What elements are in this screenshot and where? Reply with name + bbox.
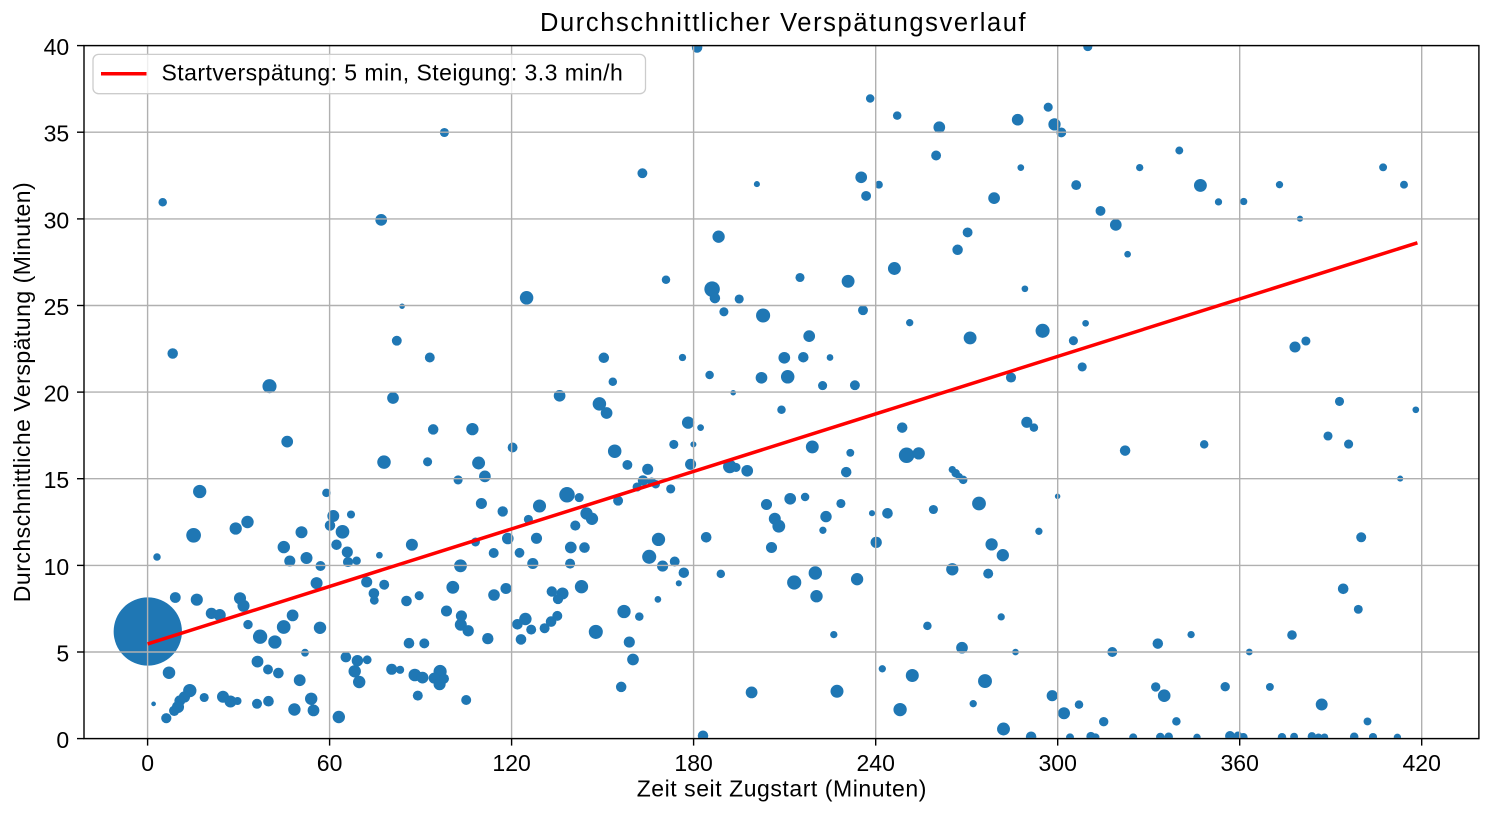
svg-text:60: 60 <box>317 750 343 776</box>
svg-text:120: 120 <box>492 750 530 776</box>
svg-text:40: 40 <box>44 34 70 60</box>
svg-text:420: 420 <box>1403 750 1441 776</box>
svg-text:Durchschnittlicher Verspätungs: Durchschnittlicher Verspätungsverlauf <box>540 9 1027 37</box>
svg-text:10: 10 <box>44 554 70 580</box>
svg-text:Zeit seit Zugstart (Minuten): Zeit seit Zugstart (Minuten) <box>637 776 927 802</box>
svg-text:15: 15 <box>44 467 70 493</box>
svg-text:180: 180 <box>674 750 712 776</box>
svg-text:5: 5 <box>56 640 69 666</box>
svg-text:20: 20 <box>44 381 70 407</box>
svg-text:30: 30 <box>44 207 70 233</box>
svg-text:35: 35 <box>44 121 70 147</box>
svg-text:0: 0 <box>141 750 154 776</box>
svg-text:300: 300 <box>1039 750 1077 776</box>
svg-text:25: 25 <box>44 294 70 320</box>
svg-text:Durchschnittliche Verspätung (: Durchschnittliche Verspätung (Minuten) <box>9 182 35 602</box>
svg-text:Startverspätung: 5 min, Steigu: Startverspätung: 5 min, Steigung: 3.3 mi… <box>162 60 624 86</box>
svg-text:360: 360 <box>1221 750 1259 776</box>
svg-text:0: 0 <box>56 727 69 753</box>
svg-text:240: 240 <box>857 750 895 776</box>
